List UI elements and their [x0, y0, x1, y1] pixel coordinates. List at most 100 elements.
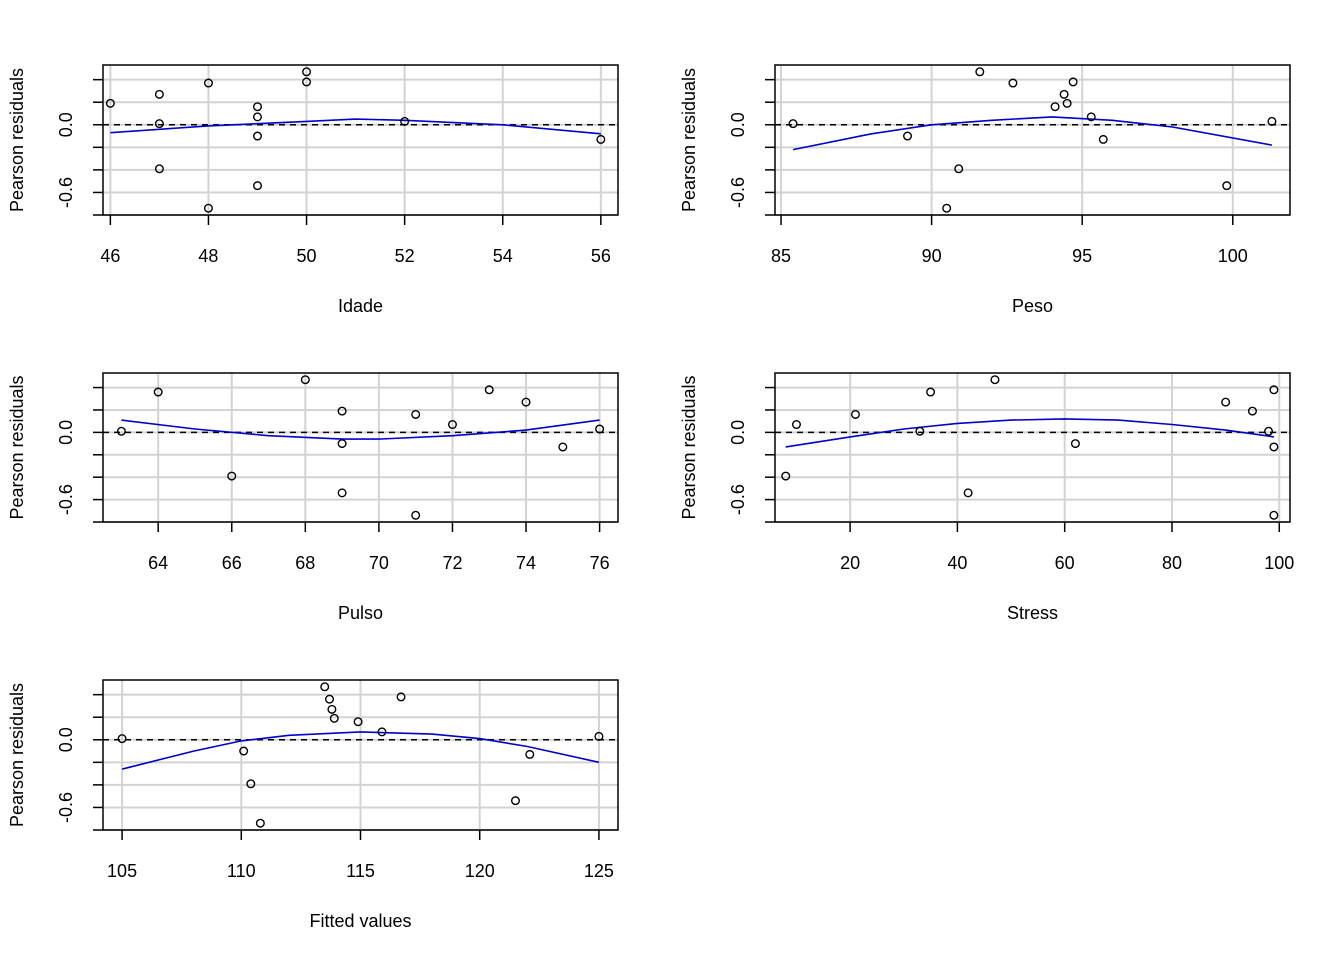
data-point	[990, 375, 1000, 385]
data-point	[1269, 442, 1279, 452]
x-tick-label: 72	[442, 553, 462, 573]
plot-frame	[102, 372, 619, 523]
y-tick-label: 0.0	[56, 112, 76, 137]
x-tick-label: 68	[295, 553, 315, 573]
data-point	[246, 779, 256, 789]
data-point	[850, 409, 860, 419]
data-point	[1008, 78, 1018, 88]
x-tick-label: 90	[922, 246, 942, 266]
data-point	[594, 731, 604, 741]
data-point	[252, 112, 262, 122]
y-axis-title: Pearson residuals	[7, 683, 27, 827]
smooth-curve	[792, 116, 1273, 151]
x-tick-label: 40	[947, 553, 967, 573]
data-point	[484, 385, 494, 395]
data-point	[153, 387, 163, 397]
data-point	[396, 692, 406, 702]
x-axis-title: Fitted values	[309, 911, 411, 931]
data-point	[154, 119, 164, 129]
x-axis-title: Stress	[1007, 603, 1058, 623]
panel-4: 20 40 60 80 100 -0.6 0.0 Stress Pearson residual…	[679, 372, 1294, 623]
panel-1: 46 48 50 52 54 56 -0.6 0.0 Idade Pearson residual…	[7, 64, 619, 316]
x-axis-title: Pulso	[338, 603, 383, 623]
x-tick-label: 50	[297, 246, 317, 266]
y-tick-label: -0.6	[728, 177, 748, 208]
data-point	[400, 116, 410, 126]
x-tick-label: 20	[840, 553, 860, 573]
data-point	[1264, 426, 1274, 436]
plot-frame	[102, 64, 619, 216]
y-tick-label: -0.6	[728, 484, 748, 515]
x-tick-label: 48	[198, 246, 218, 266]
data-point	[337, 488, 347, 498]
data-point	[942, 203, 952, 213]
data-point	[1269, 385, 1279, 395]
data-point	[154, 164, 164, 174]
y-tick-label: 0.0	[56, 727, 76, 752]
panel-3: 64 66 68 70 72 74 76 -0.6 0.0 Pulso Pearson residu…	[7, 372, 619, 623]
data-point	[105, 98, 115, 108]
data-point	[963, 488, 973, 498]
panel-2: 85 90 95 100 -0.6 0.0 Peso Pearson residuals	[679, 64, 1291, 316]
x-tick-label: 110	[227, 861, 256, 881]
y-tick-label: -0.6	[56, 484, 76, 515]
data-point	[558, 442, 568, 452]
y-tick-label: 0.0	[56, 420, 76, 445]
x-tick-label: 52	[395, 246, 415, 266]
x-tick-label: 95	[1072, 246, 1092, 266]
y-axis-title: Pearson residuals	[679, 375, 699, 519]
data-point	[1269, 510, 1279, 520]
data-point	[353, 717, 363, 727]
data-point	[525, 749, 535, 759]
x-tick-label: 85	[771, 246, 791, 266]
x-tick-label: 115	[346, 861, 375, 881]
data-point	[1267, 116, 1277, 126]
x-tick-label: 100	[1264, 553, 1294, 573]
data-point	[252, 102, 262, 112]
data-point	[320, 682, 330, 692]
x-axis-title: Peso	[1012, 296, 1053, 316]
x-tick-label: 56	[591, 246, 611, 266]
data-point	[377, 727, 387, 737]
data-point	[1062, 98, 1072, 108]
data-point	[252, 131, 262, 141]
data-point	[325, 694, 335, 704]
x-tick-label: 46	[100, 246, 120, 266]
data-point	[411, 510, 421, 520]
data-point	[337, 439, 347, 449]
y-tick-label: 0.0	[728, 420, 748, 445]
x-tick-label: 80	[1162, 553, 1182, 573]
x-tick-label: 100	[1218, 246, 1248, 266]
data-point	[521, 397, 531, 407]
data-point	[227, 471, 237, 481]
plot-frame	[774, 372, 1291, 523]
panel-5: 105 110 115 120 125 -0.6 0.0 Fitted values Pears…	[7, 679, 619, 931]
data-point	[255, 818, 265, 828]
data-point	[1247, 406, 1257, 416]
y-axis-title: Pearson residuals	[7, 375, 27, 519]
x-tick-label: 76	[590, 553, 610, 573]
data-point	[300, 375, 310, 385]
smooth-curve	[121, 419, 600, 440]
data-point	[337, 406, 347, 416]
x-tick-label: 60	[1055, 553, 1075, 573]
data-point	[975, 67, 985, 77]
data-point	[302, 77, 312, 87]
y-tick-label: -0.6	[56, 792, 76, 823]
data-point	[954, 164, 964, 174]
smooth-curve	[785, 418, 1275, 448]
data-point	[203, 203, 213, 213]
x-tick-label: 120	[465, 861, 495, 881]
plot-frame	[774, 64, 1291, 216]
x-tick-label: 70	[369, 553, 389, 573]
data-point	[302, 67, 312, 77]
data-point	[252, 181, 262, 191]
data-point	[447, 420, 457, 430]
data-point	[1086, 112, 1096, 122]
data-point	[788, 119, 798, 129]
x-tick-label: 64	[148, 553, 168, 573]
y-tick-label: -0.6	[56, 177, 76, 208]
data-point	[1050, 102, 1060, 112]
x-tick-label: 74	[516, 553, 536, 573]
data-point	[1221, 397, 1231, 407]
